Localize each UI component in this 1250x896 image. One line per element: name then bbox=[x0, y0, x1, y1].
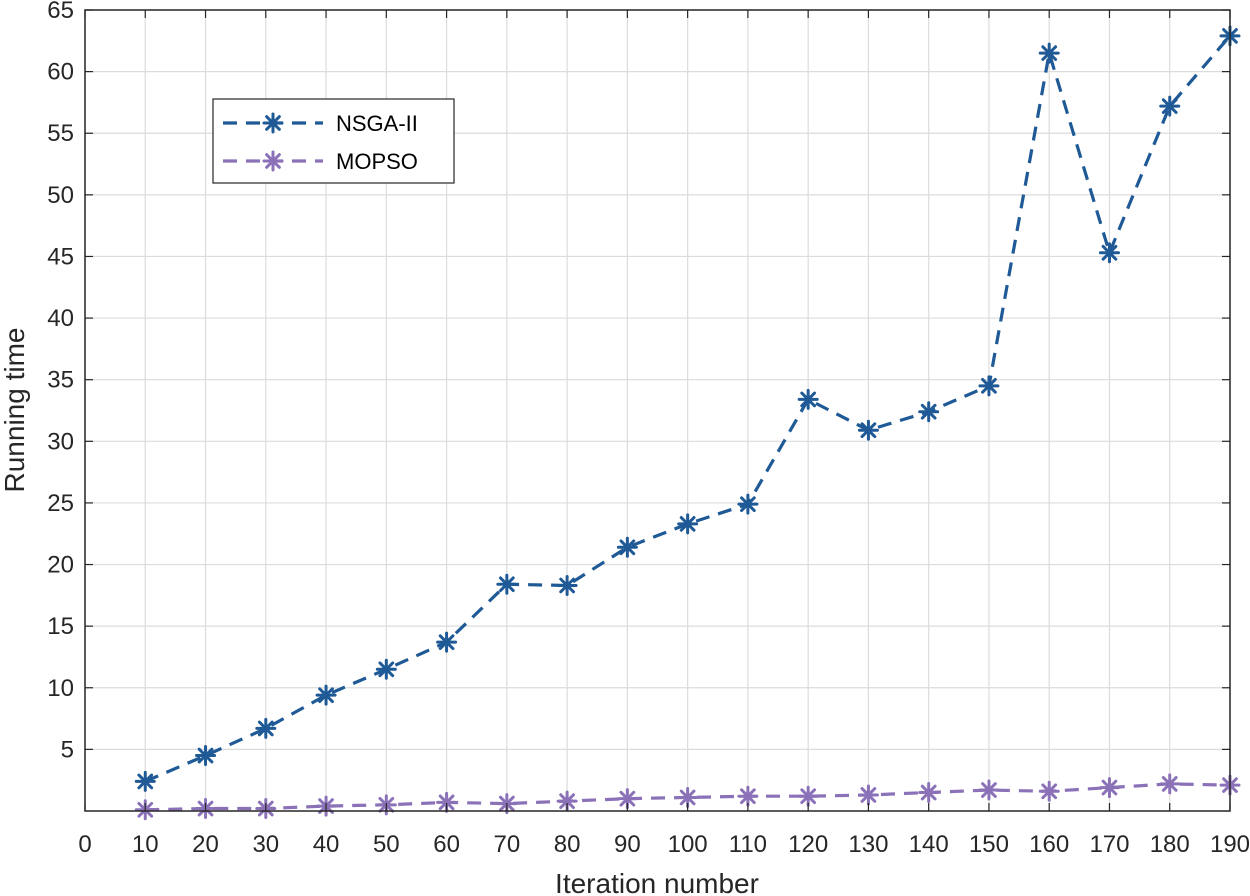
data-point-nsga-ii-30 bbox=[255, 717, 277, 739]
legend-marker-mopso bbox=[262, 150, 284, 172]
x-axis-title: Iteration number bbox=[555, 868, 759, 896]
data-point-nsga-ii-130 bbox=[857, 419, 879, 441]
x-tick-label-140: 140 bbox=[909, 831, 949, 858]
data-point-nsga-ii-20 bbox=[195, 745, 217, 767]
x-tick-label-40: 40 bbox=[313, 831, 340, 858]
y-tick-label-45: 45 bbox=[47, 243, 74, 270]
x-tick-label-0: 0 bbox=[78, 831, 91, 858]
data-point-mopso-130 bbox=[857, 784, 879, 806]
legend-label-mopso: MOPSO bbox=[336, 149, 418, 174]
x-tick-label-110: 110 bbox=[729, 831, 767, 858]
y-tick-label-50: 50 bbox=[47, 182, 74, 209]
data-point-nsga-ii-160 bbox=[1038, 42, 1060, 64]
y-tick-label-5: 5 bbox=[61, 736, 74, 763]
data-point-mopso-180 bbox=[1159, 773, 1181, 795]
data-point-nsga-ii-140 bbox=[918, 401, 940, 423]
series-nsga-ii bbox=[134, 25, 1241, 792]
x-tick-label-190: 190 bbox=[1210, 831, 1250, 858]
x-tick-label-120: 120 bbox=[788, 831, 828, 858]
x-tick-label-10: 10 bbox=[132, 831, 159, 858]
x-tick-label-80: 80 bbox=[554, 831, 581, 858]
x-tick-label-150: 150 bbox=[969, 831, 1009, 858]
data-point-nsga-ii-80 bbox=[556, 574, 578, 596]
x-tick-label-90: 90 bbox=[614, 831, 641, 858]
y-tick-label-60: 60 bbox=[47, 59, 74, 86]
data-point-nsga-ii-180 bbox=[1159, 95, 1181, 117]
legend: NSGA-II MOPSO bbox=[212, 98, 455, 184]
x-tick-label-160: 160 bbox=[1029, 831, 1069, 858]
data-point-mopso-140 bbox=[918, 782, 940, 804]
x-tick-label-50: 50 bbox=[373, 831, 400, 858]
y-axis-title: Running time bbox=[0, 328, 30, 493]
y-tick-label-25: 25 bbox=[47, 490, 74, 517]
data-point-nsga-ii-120 bbox=[797, 388, 819, 410]
x-tick-label-20: 20 bbox=[192, 831, 219, 858]
data-point-nsga-ii-90 bbox=[616, 536, 638, 558]
legend-label-nsga-ii: NSGA-II bbox=[336, 111, 418, 136]
data-point-nsga-ii-100 bbox=[677, 513, 699, 535]
plot-frame bbox=[84, 9, 1231, 812]
y-tick-label-15: 15 bbox=[47, 613, 74, 640]
x-tick-label-180: 180 bbox=[1150, 831, 1190, 858]
x-tick-label-170: 170 bbox=[1089, 831, 1129, 858]
y-tick-label-55: 55 bbox=[47, 120, 74, 147]
data-point-nsga-ii-110 bbox=[737, 493, 759, 515]
y-tick-label-20: 20 bbox=[47, 552, 74, 579]
legend-box bbox=[212, 98, 455, 184]
y-tick-label-35: 35 bbox=[47, 367, 74, 394]
legend-marker-nsga-ii bbox=[262, 112, 284, 134]
data-point-nsga-ii-40 bbox=[315, 684, 337, 706]
y-tick-label-65: 65 bbox=[47, 0, 74, 24]
data-point-nsga-ii-170 bbox=[1098, 242, 1120, 264]
data-point-nsga-ii-10 bbox=[134, 770, 156, 792]
data-point-mopso-120 bbox=[797, 785, 819, 807]
data-point-nsga-ii-60 bbox=[436, 631, 458, 653]
legend-entry-mopso: MOPSO bbox=[223, 149, 418, 174]
x-tick-label-30: 30 bbox=[252, 831, 279, 858]
y-tick-label-30: 30 bbox=[47, 428, 74, 455]
data-point-mopso-170 bbox=[1098, 777, 1120, 799]
x-tick-label-100: 100 bbox=[668, 831, 708, 858]
data-point-mopso-90 bbox=[616, 788, 638, 810]
x-tick-label-130: 130 bbox=[848, 831, 888, 858]
legend-entry-nsga-ii: NSGA-II bbox=[223, 111, 418, 136]
data-point-mopso-110 bbox=[737, 785, 759, 807]
y-tick-label-40: 40 bbox=[47, 305, 74, 332]
data-point-nsga-ii-70 bbox=[496, 573, 518, 595]
x-tick-label-70: 70 bbox=[493, 831, 520, 858]
data-point-mopso-160 bbox=[1038, 780, 1060, 802]
y-axis: 5 10 15 20 25 30 35 40 45 50 55 60 65 bbox=[47, 0, 1230, 763]
y-tick-label-10: 10 bbox=[47, 675, 74, 702]
x-axis: 0 10 20 30 40 50 60 70 80 90 100 110 120 130 140 150 160… bbox=[78, 10, 1250, 858]
data-point-nsga-ii-150 bbox=[978, 375, 1000, 397]
x-tick-label-60: 60 bbox=[433, 831, 460, 858]
data-point-nsga-ii-50 bbox=[375, 658, 397, 680]
data-point-mopso-150 bbox=[978, 779, 1000, 801]
